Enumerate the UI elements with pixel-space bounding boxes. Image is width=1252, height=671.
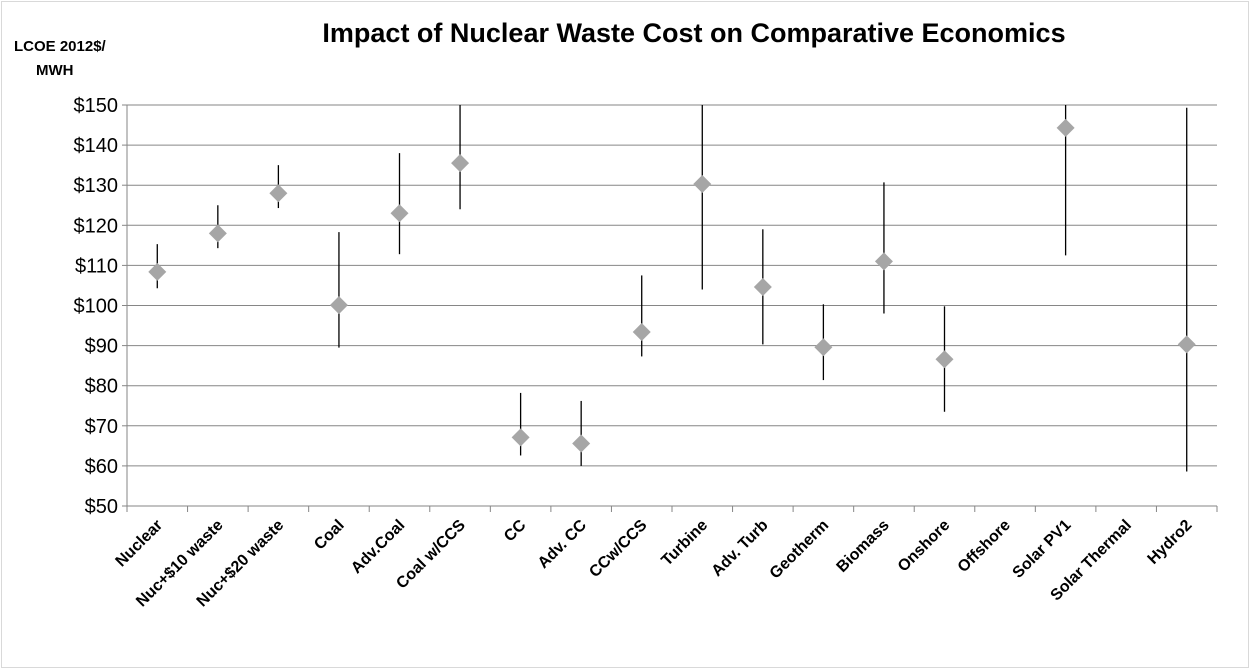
x-tick-label: Onshore	[895, 517, 954, 576]
x-tick-label: Adv.Coal	[348, 517, 408, 577]
y-tick-label: $150	[74, 95, 119, 117]
y-tick-label: $50	[85, 496, 118, 518]
y-tick-label: $60	[85, 456, 118, 478]
y-tick-label: $100	[74, 296, 119, 318]
x-tick-label: CCw/CCS	[586, 517, 650, 581]
data-point	[148, 262, 167, 281]
data-point	[390, 204, 409, 223]
y-axis-label-line-2: MWH	[36, 62, 74, 79]
x-tick-label: Hydro2	[1145, 517, 1196, 568]
y-tick-label: $80	[85, 376, 118, 398]
x-tick-label: Biomass	[834, 517, 893, 576]
data-point	[1177, 335, 1196, 354]
x-tick-label: Nuclear	[113, 517, 167, 571]
y-tick-label: $120	[74, 215, 119, 237]
x-tick-label: Offshore	[955, 517, 1014, 576]
x-tick-label: Geotherm	[767, 517, 832, 582]
y-tick-label: $90	[85, 336, 118, 358]
data-point	[874, 252, 893, 271]
y-tick-label: $110	[75, 255, 118, 277]
x-tick-label: Coal	[311, 517, 348, 554]
data-point	[935, 350, 954, 369]
chart-title: Impact of Nuclear Waste Cost on Comparat…	[322, 18, 1065, 48]
data-point	[1056, 118, 1075, 137]
error-bars	[156, 105, 1188, 472]
data-point	[753, 278, 772, 297]
data-point	[269, 184, 288, 203]
y-tick-labels: $50 $60 $70 $80 $90 $100 $110 $120 $130 $140 $150	[74, 95, 119, 518]
x-tick-label: Turbine	[658, 517, 711, 570]
x-tick-label: CC	[501, 516, 530, 545]
data-point	[451, 154, 470, 173]
y-tick-label: $70	[85, 416, 118, 438]
data-point	[572, 434, 591, 453]
x-tick-label: Adv. Turb	[709, 517, 772, 580]
data-markers	[148, 118, 1196, 453]
y-tick-label: $130	[74, 175, 119, 197]
data-point	[208, 224, 227, 243]
data-point	[329, 296, 348, 315]
data-point	[693, 174, 712, 193]
data-point	[511, 428, 530, 447]
axes	[122, 104, 1218, 512]
data-point	[814, 338, 833, 357]
y-axis-label-line-1: LCOE 2012$/	[14, 38, 107, 55]
data-point	[632, 322, 651, 341]
x-tick-label: Adv. CC	[535, 516, 590, 571]
x-tick-label: Solar PV1	[1010, 517, 1075, 582]
y-tick-label: $140	[74, 135, 119, 157]
gridlines	[127, 104, 1217, 507]
